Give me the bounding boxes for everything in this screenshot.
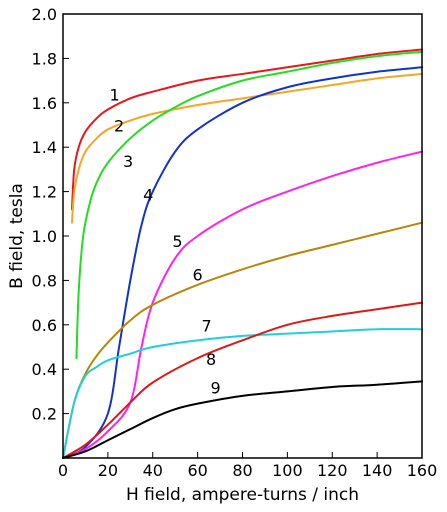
- y-tick-label: 1.8: [32, 49, 57, 68]
- x-tick-label: 60: [187, 461, 207, 480]
- curve-label-2: 2: [114, 117, 124, 136]
- curve-4: [62, 66, 423, 459]
- x-tick-label: 100: [272, 461, 303, 480]
- curve-label-8: 8: [206, 350, 216, 369]
- x-tick-label: 20: [98, 461, 118, 480]
- y-tick-label: 1.2: [32, 183, 57, 202]
- y-tick-label: 0.4: [32, 360, 57, 379]
- y-axis-title: B field, tesla: [7, 183, 27, 289]
- x-tick-label: 40: [143, 461, 163, 480]
- curve-label-4: 4: [143, 185, 153, 204]
- y-tick-label: 1.6: [32, 94, 57, 113]
- curve-5: [62, 150, 423, 459]
- curve-3: [75, 50, 423, 360]
- curve-label-3: 3: [123, 152, 133, 171]
- y-tick-label: 0.2: [32, 405, 57, 424]
- curve-label-6: 6: [193, 265, 203, 284]
- curve-1: [70, 48, 423, 211]
- curve-2: [70, 72, 423, 224]
- curve-8: [62, 301, 423, 459]
- y-tick-label: 2.0: [32, 5, 57, 24]
- x-axis-title: H field, ampere-turns / inch: [126, 485, 359, 505]
- curve-9: [62, 380, 423, 459]
- x-tick-label: 160: [407, 461, 438, 480]
- curve-label-9: 9: [210, 379, 220, 398]
- y-tick-label: 1.0: [32, 227, 57, 246]
- curve-label-7: 7: [202, 316, 212, 335]
- x-tick-label: 120: [317, 461, 348, 480]
- y-axis: 0.2 0.4 0.6 0.8 1.0 1.2 1.4 1.6 1.8 2.0: [32, 5, 69, 424]
- x-tick-label: 0: [58, 461, 68, 480]
- curve-7: [62, 328, 423, 459]
- curve-label-1: 1: [110, 86, 120, 105]
- x-tick-label: 80: [232, 461, 252, 480]
- y-tick-label: 0.6: [32, 316, 57, 335]
- x-axis: 0 20 40 60 80 100 120 140 160: [58, 452, 437, 480]
- x-tick-label: 140: [362, 461, 393, 480]
- y-tick-label: 0.8: [32, 271, 57, 290]
- curves-layer: [62, 48, 423, 459]
- curve-6: [62, 221, 423, 459]
- curve-label-5: 5: [172, 232, 182, 251]
- y-tick-label: 1.4: [32, 138, 57, 157]
